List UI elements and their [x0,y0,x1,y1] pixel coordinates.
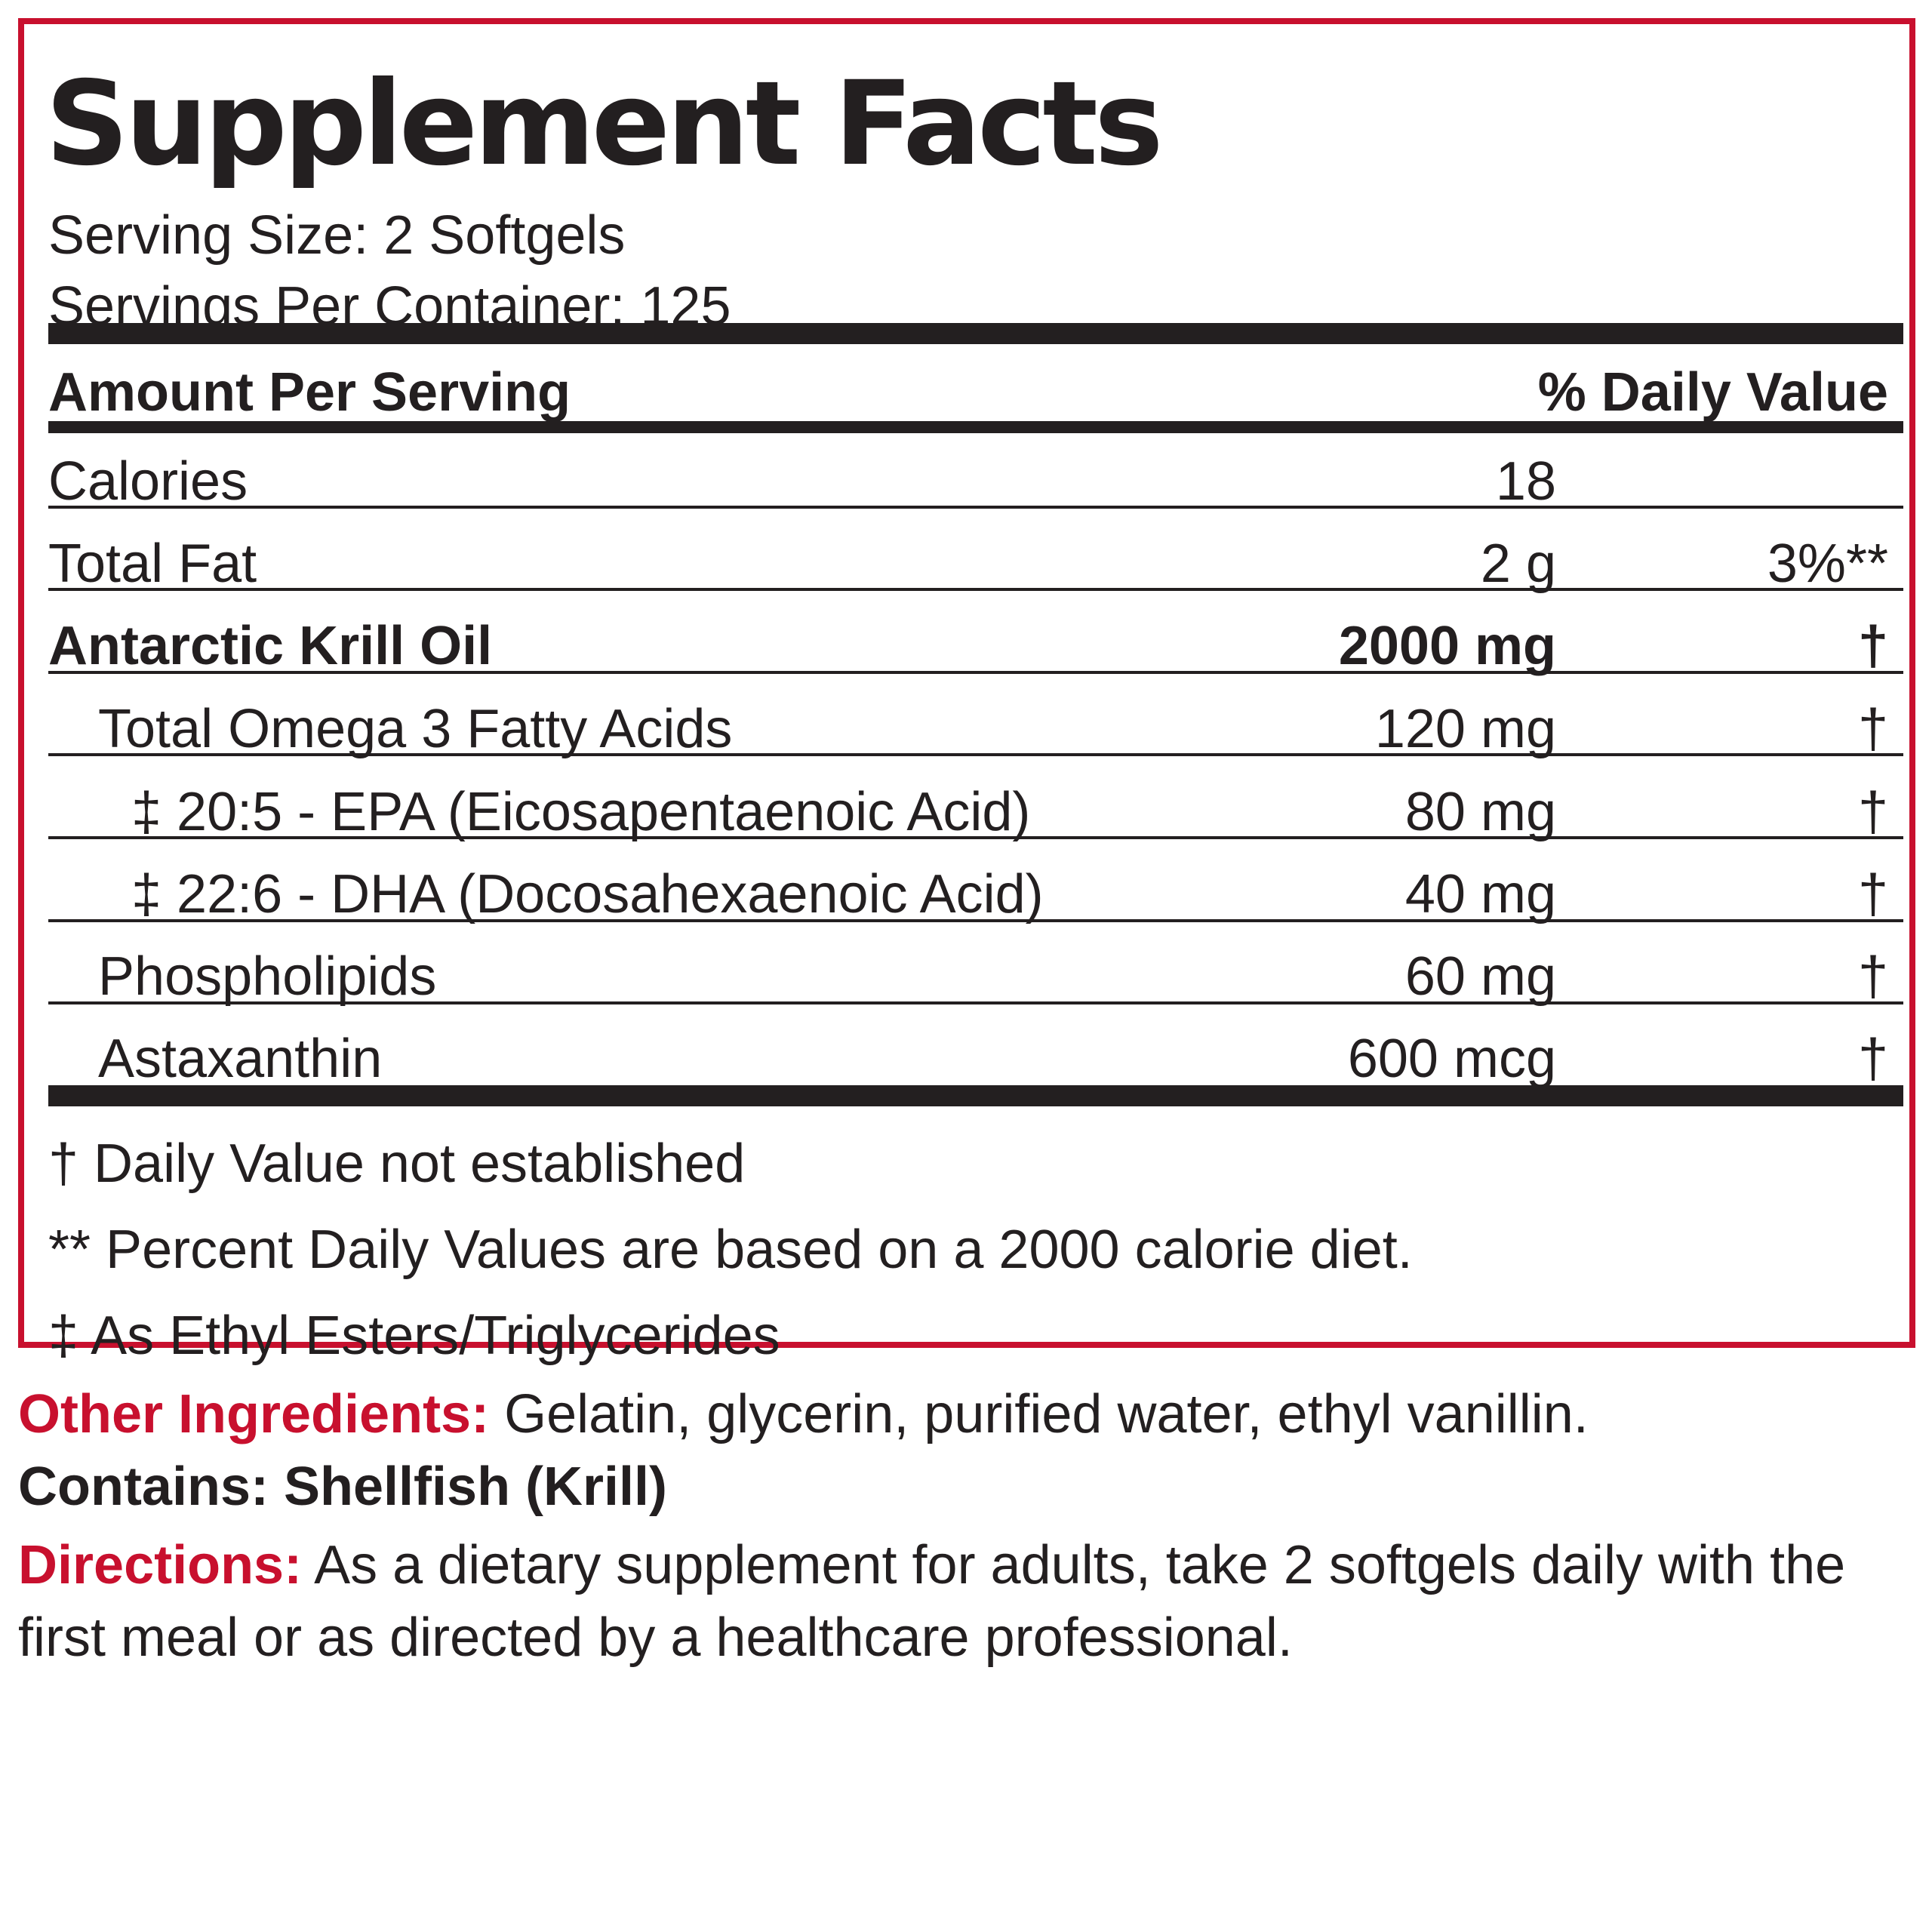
nutrient-row-dha: ‡ 22:6 - DHA (Docosahexaenoic Acid) 40 m… [48,857,1903,932]
directions-block: Directions: As a dietary supplement for … [18,1529,1905,1674]
nutrient-daily-value: 3%** [1767,534,1888,594]
thick-divider-top [48,323,1903,344]
medium-divider [48,421,1903,433]
amount-per-serving-heading: Amount Per Serving [48,362,571,423]
nutrient-name: Astaxanthin [98,1029,383,1089]
row-divider [48,753,1903,756]
nutrient-amount: 60 mg [1404,946,1556,1007]
nutrient-row-omega3: Total Omega 3 Fatty Acids 120 mg † [48,691,1903,767]
nutrient-amount: 120 mg [1374,699,1556,759]
nutrient-row-krill-oil: Antarctic Krill Oil 2000 mg † [48,608,1903,684]
other-ingredients-block: Other Ingredients: Gelatin, glycerin, pu… [18,1378,1905,1451]
nutrient-daily-value: † [1857,782,1888,842]
thick-divider-bottom [48,1085,1903,1106]
footnote-percent-daily: ** Percent Daily Values are based on a 2… [48,1220,1413,1280]
serving-size: Serving Size: 2 Softgels [48,205,626,266]
nutrient-amount: 2000 mg [1338,616,1556,676]
directions-text: As a dietary supplement for adults, take… [18,1535,1846,1668]
nutrient-daily-value: † [1857,699,1888,759]
nutrient-daily-value: † [1857,616,1888,676]
nutrient-amount: 40 mg [1404,864,1556,924]
nutrient-amount: 18 [1495,451,1556,512]
row-divider [48,919,1903,922]
nutrient-name: Calories [48,451,248,512]
daily-value-heading: % Daily Value [1537,362,1888,423]
row-divider [48,671,1903,674]
other-ingredients-text: Gelatin, glycerin, purified water, ethyl… [489,1384,1589,1444]
nutrient-name: ‡ 22:6 - DHA (Docosahexaenoic Acid) [131,864,1044,924]
nutrient-amount: 2 g [1480,534,1556,594]
directions-label: Directions: [18,1535,303,1595]
row-divider [48,506,1903,509]
nutrient-row-calories: Calories 18 [48,444,1903,519]
nutrient-amount: 600 mcg [1347,1029,1556,1089]
allergen-statement: Contains: Shellfish (Krill) [18,1457,668,1517]
column-header-row: Amount Per Serving % Daily Value [48,355,1903,430]
row-divider [48,836,1903,839]
nutrient-name: Antarctic Krill Oil [48,616,493,676]
footnote-double-dagger: ‡ As Ethyl Esters/Triglycerides [48,1306,780,1366]
row-divider [48,588,1903,591]
nutrient-row-epa: ‡ 20:5 - EPA (Eicosapentaenoic Acid) 80 … [48,774,1903,850]
nutrient-row-astaxanthin: Astaxanthin 600 mcg † [48,1021,1903,1097]
nutrient-name: Total Fat [48,534,257,594]
other-ingredients-label: Other Ingredients: [18,1384,490,1444]
nutrient-name: Total Omega 3 Fatty Acids [98,699,733,759]
nutrient-amount: 80 mg [1404,782,1556,842]
footnote-dagger: † Daily Value not established [48,1134,746,1194]
nutrient-daily-value: † [1857,1029,1888,1089]
nutrient-row-phospholipids: Phospholipids 60 mg † [48,939,1903,1014]
panel-title: Supplement Facts [45,57,1164,192]
nutrient-name: ‡ 20:5 - EPA (Eicosapentaenoic Acid) [131,782,1031,842]
supplement-facts-panel: Supplement Facts Serving Size: 2 Softgel… [18,18,1915,1363]
nutrient-name: Phospholipids [98,946,437,1007]
nutrient-row-total-fat: Total Fat 2 g 3%** [48,526,1903,601]
nutrient-daily-value: † [1857,864,1888,924]
row-divider [48,1001,1903,1004]
nutrient-daily-value: † [1857,946,1888,1007]
